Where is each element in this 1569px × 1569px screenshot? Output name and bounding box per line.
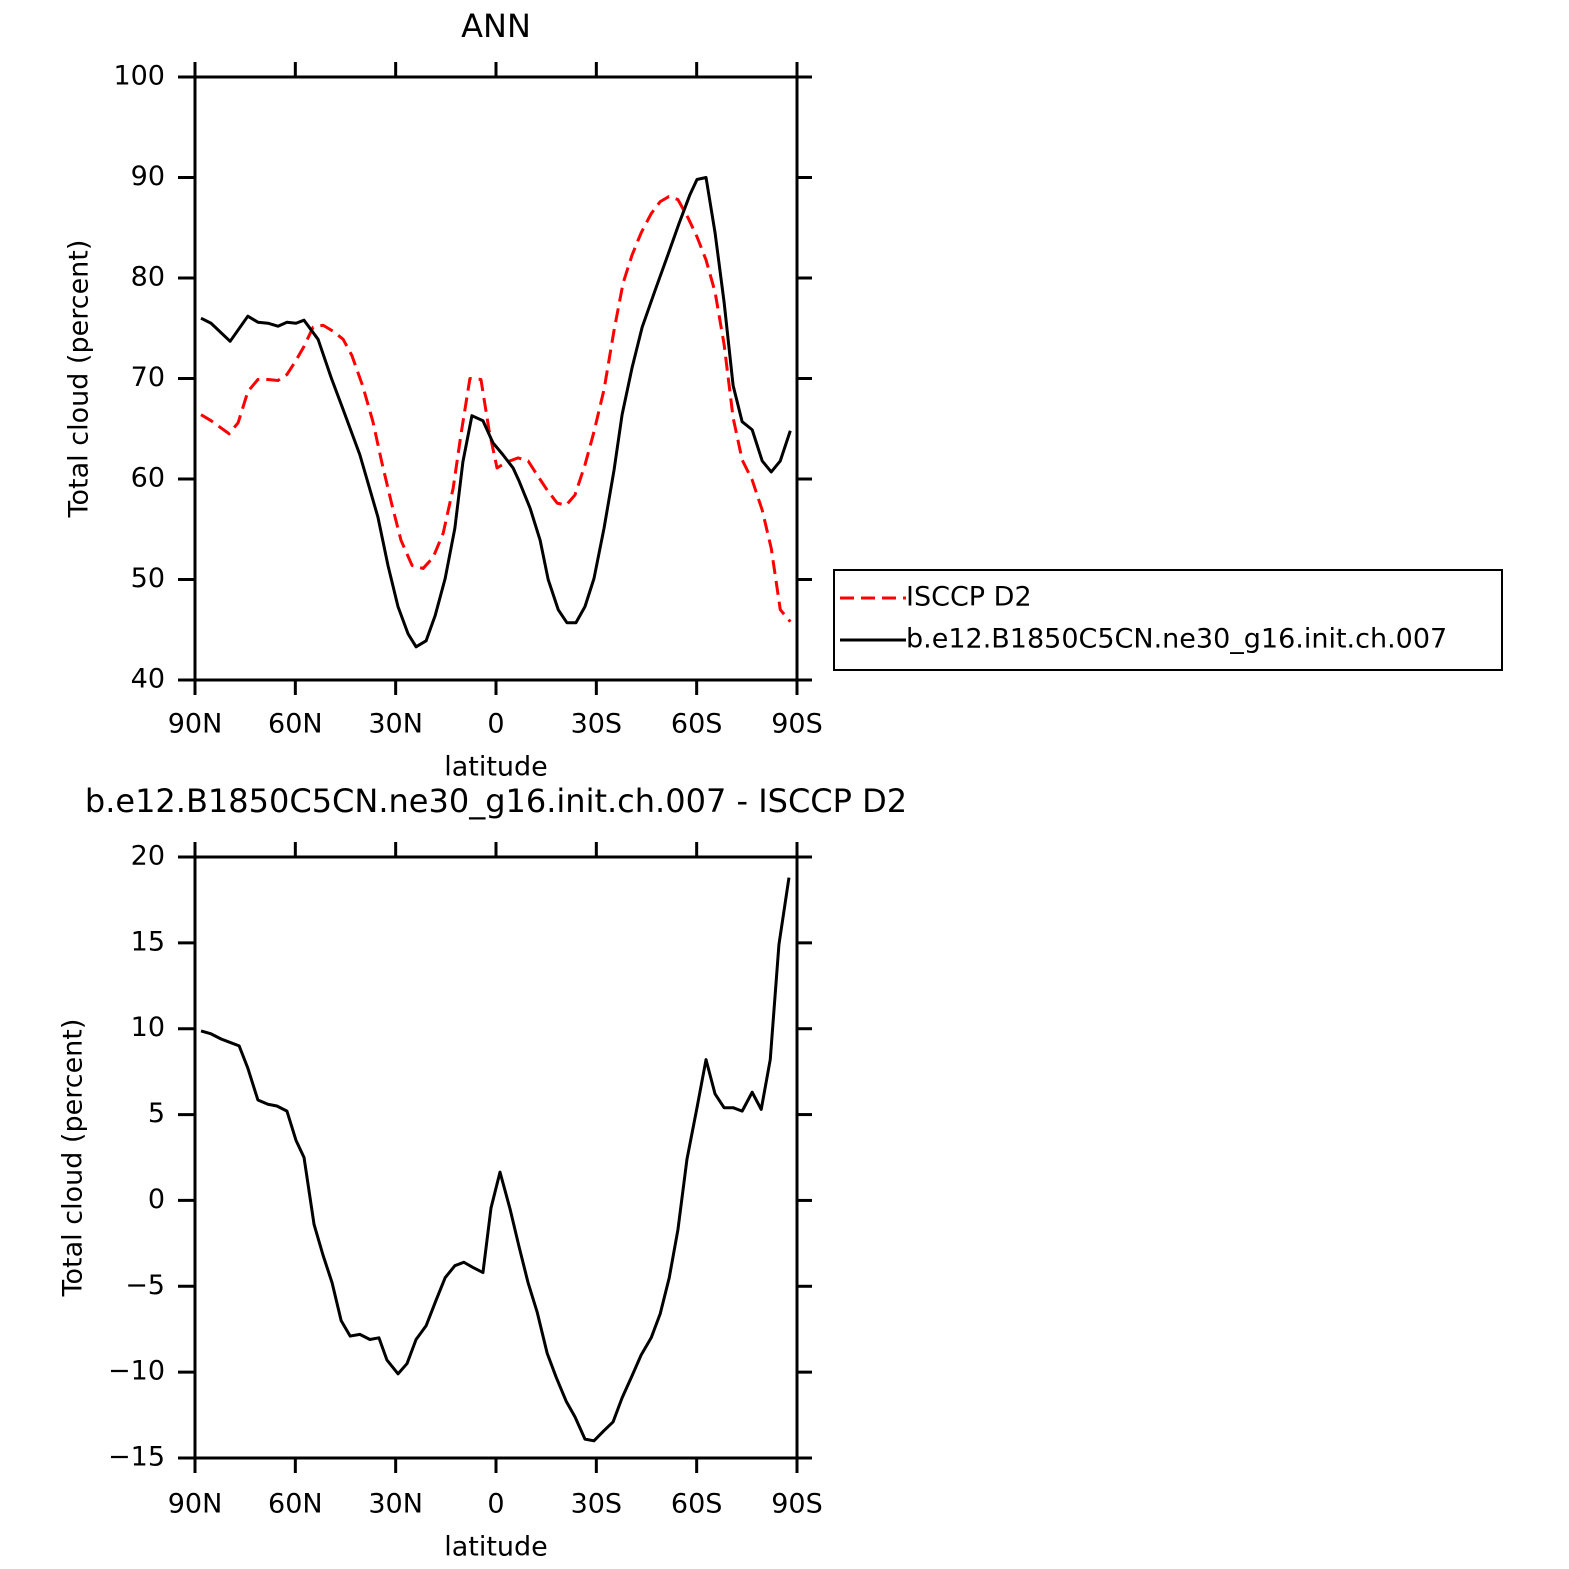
x-tick-label: 30N <box>368 1489 423 1520</box>
x-tick-label: 60N <box>268 709 323 740</box>
y-tick-label: 40 <box>131 664 165 695</box>
chart-title: b.e12.B1850C5CN.ne30_g16.init.ch.007 - I… <box>85 782 907 820</box>
x-tick-label: 0 <box>487 1489 504 1520</box>
y-axis-label: Total cloud (percent) <box>64 240 95 519</box>
x-tick-label: 60S <box>671 1489 723 1520</box>
data-line <box>200 877 791 1443</box>
legend-label: b.e12.B1850C5CN.ne30_g16.init.ch.007 <box>906 624 1447 655</box>
x-axis-label: latitude <box>444 1532 548 1563</box>
y-tick-label: 60 <box>131 463 165 494</box>
x-tick-label: 90S <box>771 709 823 740</box>
x-tick-label: 90S <box>771 1489 823 1520</box>
y-tick-label: 5 <box>148 1098 165 1129</box>
y-tick-label: 20 <box>131 841 165 872</box>
y-axis-label: Total cloud (percent) <box>58 1019 89 1298</box>
x-tick-label: 30S <box>571 1489 623 1520</box>
x-tick-label: 30S <box>571 709 623 740</box>
plot-frame <box>193 855 799 1460</box>
x-tick-label: 30N <box>368 709 423 740</box>
y-tick-label: 50 <box>131 563 165 594</box>
y-tick-label: −15 <box>108 1442 165 1473</box>
x-tick-label: 90N <box>168 709 223 740</box>
y-tick-label: 15 <box>131 926 165 957</box>
y-tick-label: 100 <box>113 61 165 92</box>
plot-frame <box>193 75 799 682</box>
y-tick-label: 90 <box>131 161 165 192</box>
data-line <box>200 195 792 623</box>
chart-title: ANN <box>461 7 531 45</box>
x-axis-label: latitude <box>444 752 548 783</box>
y-tick-label: 70 <box>131 362 165 393</box>
y-tick-label: 10 <box>131 1012 165 1043</box>
legend-label: ISCCP D2 <box>906 582 1032 613</box>
y-tick-label: −10 <box>108 1356 165 1387</box>
data-line <box>200 176 792 649</box>
x-tick-label: 90N <box>168 1489 223 1520</box>
x-tick-label: 60N <box>268 1489 323 1520</box>
y-tick-label: 80 <box>131 262 165 293</box>
y-tick-label: 0 <box>148 1184 165 1215</box>
x-tick-label: 60S <box>671 709 723 740</box>
y-tick-label: −5 <box>125 1270 165 1301</box>
legend-box <box>833 569 1503 671</box>
x-tick-label: 0 <box>487 709 504 740</box>
